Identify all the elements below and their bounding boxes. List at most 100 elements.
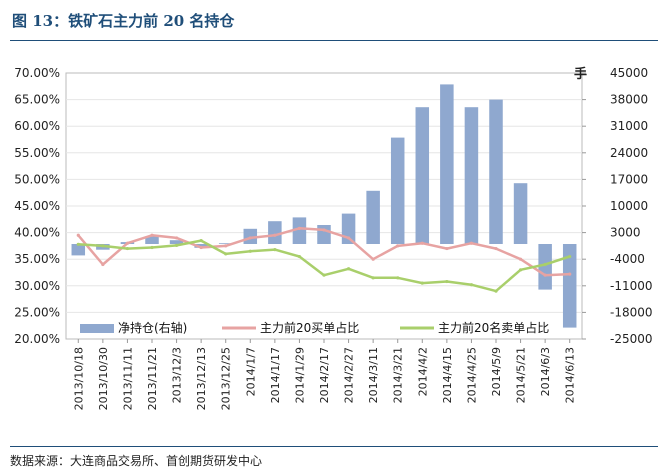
x-tick-label: 2014/4/25 — [465, 347, 478, 403]
x-tick-label: 2014/1/7 — [244, 347, 257, 396]
left-tick-label: 50.00% — [14, 172, 60, 186]
net-position-bar — [489, 99, 503, 244]
figure-title: 图 13：铁矿石主力前 20 名持仓 — [12, 12, 235, 30]
x-tick-label: 2013/12/3 — [171, 347, 184, 403]
right-tick-label: -4000 — [610, 252, 645, 266]
net-position-bars — [71, 84, 577, 328]
series-point — [494, 246, 498, 251]
left-tick-label: 65.00% — [14, 93, 60, 107]
net-position-bar — [71, 244, 86, 256]
series-point — [396, 244, 400, 248]
x-tick-label: 2014/4/15 — [441, 347, 454, 403]
net-position-bar — [513, 183, 528, 244]
chart-axes: 70.00% 65.00% 60.00% 55.00% 50.00% 45.00% 40.0… — [14, 66, 652, 410]
series-point — [396, 276, 400, 280]
ratio-lines — [76, 226, 572, 293]
x-tick-label: 2013/11/21 — [146, 347, 159, 410]
x-tick-label: 2014/3/21 — [392, 347, 405, 403]
right-tick-label: -18000 — [610, 305, 653, 319]
right-tick-label: -25000 — [610, 332, 653, 346]
net-position-bar — [317, 225, 331, 244]
series-point — [125, 241, 130, 245]
net-position-bar — [464, 107, 479, 244]
bottom-rule — [10, 446, 658, 447]
net-position-bar — [218, 243, 233, 244]
chart-legend: 净持仓(右轴) 主力前20买单占比 主力前20名卖单占比 — [80, 320, 549, 335]
series-point — [543, 273, 547, 277]
series-point — [174, 236, 179, 240]
net-position-bar — [440, 84, 454, 245]
x-tick-label: 2013/11/11 — [121, 347, 134, 410]
right-tick-label: 3000 — [610, 226, 641, 240]
x-tick-label: 2014/2/17 — [318, 347, 331, 403]
series-point — [518, 268, 523, 272]
net-position-bar — [562, 244, 577, 328]
right-tick-label: 10000 — [610, 199, 648, 213]
series-point — [125, 246, 130, 251]
net-position-bar — [268, 221, 282, 244]
series-point — [273, 233, 277, 237]
series-point — [150, 233, 154, 237]
series-point — [174, 243, 179, 247]
left-tick-label: 45.00% — [14, 199, 60, 213]
series-point — [445, 279, 449, 284]
left-tick-label: 60.00% — [14, 119, 60, 133]
x-tick-label: 2014/6/13 — [564, 347, 577, 403]
series-point — [76, 242, 80, 246]
series-point — [101, 262, 105, 267]
legend-label: 主力前20买单占比 — [260, 320, 359, 335]
net-position-bar — [538, 244, 552, 290]
series-point — [445, 246, 449, 251]
x-tick-label: 2014/3/11 — [367, 347, 380, 403]
right-tick-label: 31000 — [610, 119, 648, 133]
x-tick-label: 2013/12/13 — [195, 347, 208, 410]
series-point — [494, 289, 498, 293]
series-point — [273, 248, 277, 252]
x-tick-label: 2014/5/9 — [490, 347, 503, 396]
series-point — [469, 241, 474, 245]
series-point — [76, 233, 80, 237]
series-point — [420, 281, 424, 285]
x-tick-label: 2014/1/29 — [293, 347, 306, 403]
legend-label: 净持仓(右轴) — [118, 320, 187, 335]
left-tick-label: 25.00% — [14, 305, 60, 319]
legend-swatch — [80, 324, 114, 333]
right-tick-label: 17000 — [610, 172, 648, 186]
x-tick-label: 2013/12/25 — [220, 347, 233, 410]
net-position-bar — [145, 236, 159, 244]
x-tick-label: 2014/6/3 — [539, 347, 552, 396]
series-point — [568, 272, 572, 276]
x-tick-label: 2013/10/18 — [72, 347, 85, 410]
series-point — [568, 254, 572, 259]
x-tick-label: 2014/5/21 — [515, 347, 528, 403]
series-point — [101, 244, 105, 248]
left-tick-label: 20.00% — [14, 332, 60, 346]
series-point — [322, 273, 326, 277]
series-point — [199, 245, 203, 250]
left-tick-label: 70.00% — [14, 66, 60, 80]
left-tick-label: 40.00% — [14, 226, 60, 240]
series-point — [543, 262, 547, 267]
series-point — [248, 236, 252, 240]
net-position-bar — [169, 240, 184, 244]
title-rule — [10, 40, 658, 41]
series-point — [248, 249, 252, 253]
left-tick-label: 35.00% — [14, 252, 60, 266]
right-tick-label: 38000 — [610, 93, 648, 107]
series-point — [150, 245, 154, 250]
net-position-bar — [390, 137, 405, 244]
series-point — [224, 244, 228, 248]
right-tick-label: -11000 — [610, 279, 653, 293]
series-point — [297, 254, 302, 259]
series-point — [346, 236, 351, 240]
series-point — [199, 238, 203, 243]
x-tick-label: 2014/2/27 — [343, 347, 356, 403]
left-tick-label: 55.00% — [14, 146, 60, 160]
series-point — [518, 257, 523, 261]
series-point — [322, 228, 326, 232]
series-point — [297, 226, 302, 230]
net-position-bar — [292, 217, 307, 244]
series-point — [346, 267, 351, 271]
right-tick-label: 24000 — [610, 146, 648, 160]
